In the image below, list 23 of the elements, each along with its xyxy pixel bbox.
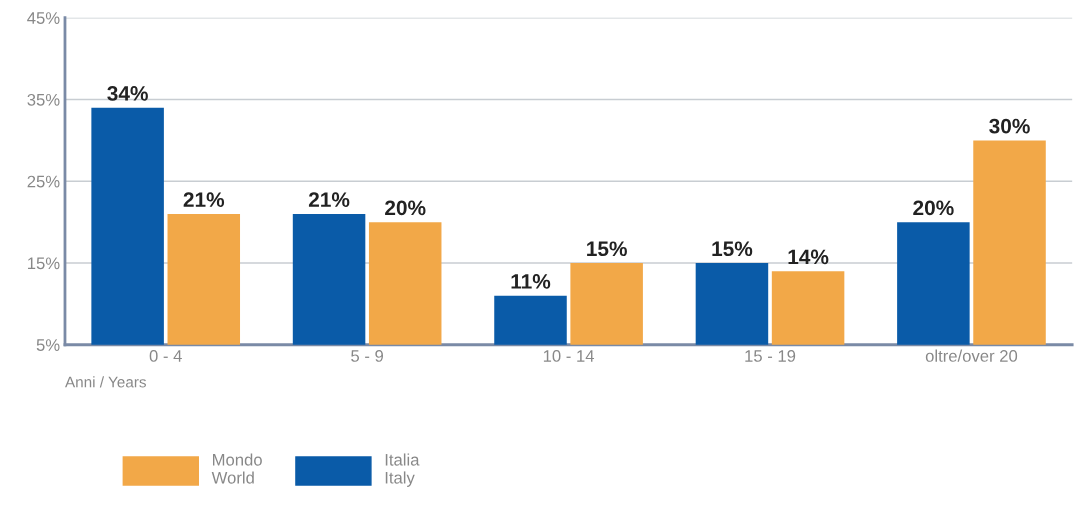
y-tick-label: 5% xyxy=(36,339,60,351)
x-axis-title: Anni / Years xyxy=(65,376,146,388)
data-label: 11% xyxy=(511,274,551,289)
y-tick-label: 45% xyxy=(27,12,60,24)
data-label: 15% xyxy=(587,241,627,257)
legend-label: Mondo World xyxy=(211,453,262,484)
x-tick-label: 5 - 9 xyxy=(351,350,384,362)
data-label: 21% xyxy=(308,192,350,208)
x-tick-label: 10 - 14 xyxy=(543,350,595,362)
data-label: 20% xyxy=(913,200,954,216)
data-label: 14% xyxy=(788,249,829,265)
data-label: 34% xyxy=(107,86,148,101)
data-label: 20% xyxy=(385,200,426,216)
data-label: 30% xyxy=(989,118,1030,134)
x-tick-label: 0 - 4 xyxy=(149,350,182,362)
data-label: 15% xyxy=(712,241,753,257)
data-label: 21% xyxy=(183,192,225,208)
legend-label: Italia Italy xyxy=(385,453,420,487)
x-tick-label: oltre/over 20 xyxy=(925,349,1018,362)
x-tick-label: 15 - 19 xyxy=(745,350,796,362)
y-tick-label: 15% xyxy=(28,257,60,270)
y-tick-label: 25% xyxy=(27,175,60,188)
y-tick-label: 35% xyxy=(27,93,60,106)
